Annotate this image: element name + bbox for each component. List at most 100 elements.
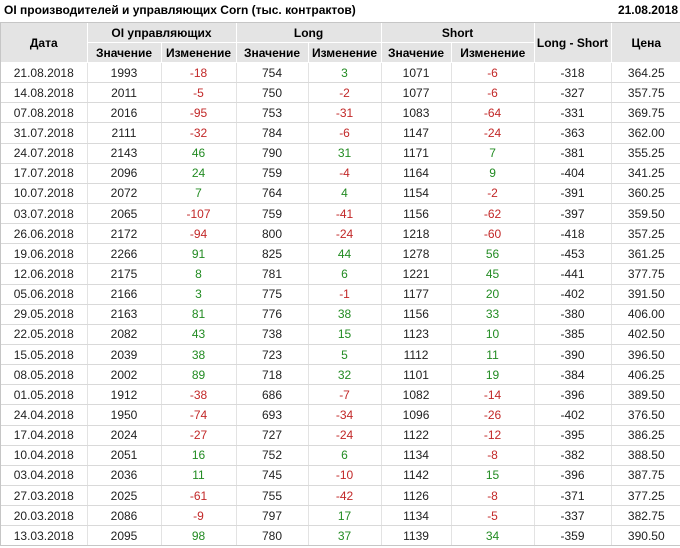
oi-value-cell: 2166 bbox=[87, 284, 162, 305]
oi-change-cell: 81 bbox=[161, 304, 237, 325]
oi-value-cell: 2096 bbox=[87, 163, 162, 184]
oi-change-cell: -27 bbox=[161, 425, 237, 446]
long-change-cell: 4 bbox=[308, 183, 382, 204]
oi-change-cell: 91 bbox=[161, 243, 237, 265]
date-cell: 24.04.2018 bbox=[1, 404, 88, 426]
table-row: 05.06.2018 2166 3 775 -1 1177 20 -402 391.50 bbox=[1, 284, 680, 305]
long-change-cell: -1 bbox=[308, 284, 382, 305]
short-value-cell: 1142 bbox=[381, 465, 452, 486]
long-value-cell: 753 bbox=[236, 102, 309, 124]
long-change-cell: 32 bbox=[308, 364, 382, 386]
date-cell: 10.04.2018 bbox=[1, 445, 88, 466]
oi-change-cell: -61 bbox=[161, 485, 237, 507]
long-short-cell: -453 bbox=[534, 243, 612, 265]
long-change-cell: 17 bbox=[308, 505, 382, 527]
short-change-cell: -26 bbox=[451, 404, 535, 426]
short-change-cell: 11 bbox=[451, 344, 535, 366]
date-cell: 31.07.2018 bbox=[1, 122, 88, 144]
long-short-cell: -371 bbox=[534, 485, 612, 507]
long-change-cell: 37 bbox=[308, 525, 382, 546]
table-row: 15.05.2018 2039 38 723 5 1112 11 -390 396.50 bbox=[1, 344, 680, 366]
short-change-cell: -60 bbox=[451, 223, 535, 245]
oi-value-cell: 2172 bbox=[87, 223, 162, 245]
table-row: 19.06.2018 2266 91 825 44 1278 56 -453 361.25 bbox=[1, 243, 680, 265]
page-title: OI производителей и управляющих Corn (ты… bbox=[4, 3, 356, 17]
short-change-cell: -8 bbox=[451, 485, 535, 507]
oi-value-cell: 2051 bbox=[87, 445, 162, 466]
oi-value-cell: 2163 bbox=[87, 304, 162, 325]
price-cell: 388.50 bbox=[611, 445, 680, 466]
short-value-cell: 1083 bbox=[381, 102, 452, 124]
long-change-cell: 15 bbox=[308, 324, 382, 345]
long-value-cell: 825 bbox=[236, 243, 309, 265]
short-change-cell: -6 bbox=[451, 82, 535, 104]
price-cell: 396.50 bbox=[611, 344, 680, 366]
table-row: 17.07.2018 2096 24 759 -4 1164 9 -404 341.25 bbox=[1, 163, 680, 184]
table-row: 27.03.2018 2025 -61 755 -42 1126 -8 -371 377.25 bbox=[1, 485, 680, 507]
date-cell: 17.07.2018 bbox=[1, 163, 88, 184]
long-value-cell: 718 bbox=[236, 364, 309, 386]
long-value-cell: 800 bbox=[236, 223, 309, 245]
oi-change-cell: 11 bbox=[161, 465, 237, 486]
short-change-cell: -8 bbox=[451, 445, 535, 466]
long-change-cell: 6 bbox=[308, 263, 382, 285]
oi-change-cell: 89 bbox=[161, 364, 237, 386]
short-value-cell: 1122 bbox=[381, 425, 452, 446]
table-row: 07.08.2018 2016 -95 753 -31 1083 -64 -331 369.75 bbox=[1, 102, 680, 124]
short-value-cell: 1077 bbox=[381, 82, 452, 104]
date-cell: 19.06.2018 bbox=[1, 243, 88, 265]
col-subheader-long-change: Изменение bbox=[308, 42, 382, 63]
date-cell: 10.07.2018 bbox=[1, 183, 88, 204]
oi-change-cell: 16 bbox=[161, 445, 237, 466]
short-value-cell: 1071 bbox=[381, 62, 452, 84]
oi-value-cell: 2072 bbox=[87, 183, 162, 204]
short-value-cell: 1154 bbox=[381, 183, 452, 204]
oi-change-cell: 24 bbox=[161, 163, 237, 184]
long-short-cell: -395 bbox=[534, 425, 612, 446]
long-change-cell: -6 bbox=[308, 122, 382, 144]
short-change-cell: -64 bbox=[451, 102, 535, 124]
long-value-cell: 745 bbox=[236, 465, 309, 486]
price-cell: 382.75 bbox=[611, 505, 680, 527]
price-cell: 387.75 bbox=[611, 465, 680, 486]
long-value-cell: 790 bbox=[236, 143, 309, 164]
price-cell: 362.00 bbox=[611, 122, 680, 144]
oi-change-cell: 46 bbox=[161, 143, 237, 164]
col-subheader-oi-change: Изменение bbox=[161, 42, 237, 63]
long-change-cell: 38 bbox=[308, 304, 382, 325]
col-header-long-short: Long - Short bbox=[534, 23, 612, 63]
oi-change-cell: 8 bbox=[161, 263, 237, 285]
oi-value-cell: 2016 bbox=[87, 102, 162, 124]
long-change-cell: -24 bbox=[308, 425, 382, 446]
long-value-cell: 686 bbox=[236, 384, 309, 406]
long-short-cell: -363 bbox=[534, 122, 612, 144]
long-change-cell: -31 bbox=[308, 102, 382, 124]
oi-value-cell: 1912 bbox=[87, 384, 162, 406]
table-row: 12.06.2018 2175 8 781 6 1221 45 -441 377.75 bbox=[1, 263, 680, 285]
oi-value-cell: 2095 bbox=[87, 525, 162, 546]
table-body: 21.08.2018 1993 -18 754 3 1071 -6 -318 364.25 14.… bbox=[1, 62, 680, 546]
long-short-cell: -381 bbox=[534, 143, 612, 164]
long-change-cell: 3 bbox=[308, 62, 382, 84]
oi-value-cell: 2266 bbox=[87, 243, 162, 265]
date-cell: 03.07.2018 bbox=[1, 203, 88, 225]
price-cell: 361.25 bbox=[611, 243, 680, 265]
short-value-cell: 1134 bbox=[381, 505, 452, 527]
long-short-cell: -418 bbox=[534, 223, 612, 245]
oi-value-cell: 2065 bbox=[87, 203, 162, 225]
table-row: 10.04.2018 2051 16 752 6 1134 -8 -382 388.50 bbox=[1, 445, 680, 466]
short-change-cell: 34 bbox=[451, 525, 535, 546]
date-cell: 27.03.2018 bbox=[1, 485, 88, 507]
short-change-cell: -5 bbox=[451, 505, 535, 527]
long-value-cell: 727 bbox=[236, 425, 309, 446]
short-change-cell: 45 bbox=[451, 263, 535, 285]
long-short-cell: -359 bbox=[534, 525, 612, 546]
long-value-cell: 781 bbox=[236, 263, 309, 285]
long-short-cell: -331 bbox=[534, 102, 612, 124]
long-value-cell: 755 bbox=[236, 485, 309, 507]
price-cell: 357.75 bbox=[611, 82, 680, 104]
long-change-cell: -10 bbox=[308, 465, 382, 486]
date-cell: 08.05.2018 bbox=[1, 364, 88, 386]
short-change-cell: 33 bbox=[451, 304, 535, 325]
short-value-cell: 1278 bbox=[381, 243, 452, 265]
